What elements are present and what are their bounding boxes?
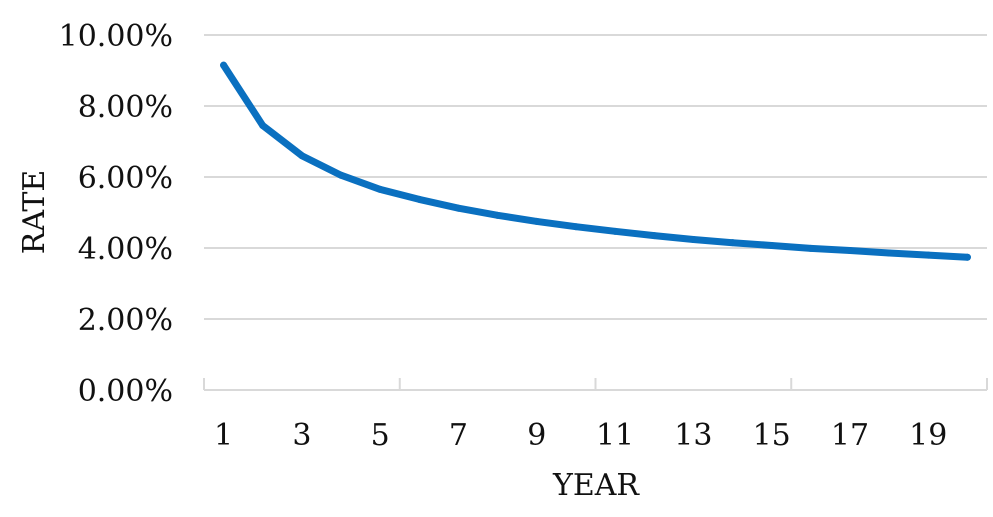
x-tick-label: 9 [527, 418, 546, 453]
data-point [220, 61, 228, 69]
data-point [572, 223, 580, 231]
x-tick-label: 11 [596, 418, 634, 453]
y-tick-label: 0.00% [78, 374, 173, 409]
data-point [963, 253, 971, 261]
x-tick-labels: 1 3 5 7 9 11 13 15 17 19 [214, 418, 947, 453]
series-line [220, 61, 971, 261]
data-point [259, 122, 267, 130]
data-point [298, 152, 306, 160]
y-tick-label: 6.00% [78, 161, 173, 196]
y-axis-title: RATE [17, 170, 52, 255]
data-point [337, 171, 345, 179]
data-point [533, 217, 541, 225]
x-tick-label: 1 [214, 418, 233, 453]
series-layer [220, 61, 971, 261]
data-point [768, 242, 776, 250]
x-tick-label: 15 [753, 418, 791, 453]
data-point [846, 246, 854, 254]
x-tick-label: 3 [292, 418, 311, 453]
x-tick-label: 7 [449, 418, 468, 453]
y-tick-label: 4.00% [78, 232, 173, 267]
x-axis [203, 378, 988, 391]
data-point [729, 239, 737, 247]
x-axis-title: YEAR [552, 468, 640, 503]
y-tick-label: 2.00% [78, 303, 173, 338]
data-point [454, 204, 462, 212]
data-point [924, 251, 932, 259]
x-tick-label: 13 [674, 418, 712, 453]
y-tick-label: 8.00% [78, 90, 173, 125]
data-point [650, 232, 658, 240]
data-point [415, 195, 423, 203]
gridlines [204, 34, 987, 320]
y-tick-label: 10.00% [59, 19, 173, 54]
x-tick-label: 5 [371, 418, 390, 453]
data-point [494, 211, 502, 219]
data-point [807, 244, 815, 252]
data-point [885, 249, 893, 257]
data-point [611, 227, 619, 235]
data-point [376, 185, 384, 193]
x-tick-label: 19 [909, 418, 947, 453]
x-tick-label: 17 [831, 418, 869, 453]
data-point [689, 235, 697, 243]
y-tick-labels: 0.00% 2.00% 4.00% 6.00% 8.00% 10.00% [59, 19, 173, 409]
